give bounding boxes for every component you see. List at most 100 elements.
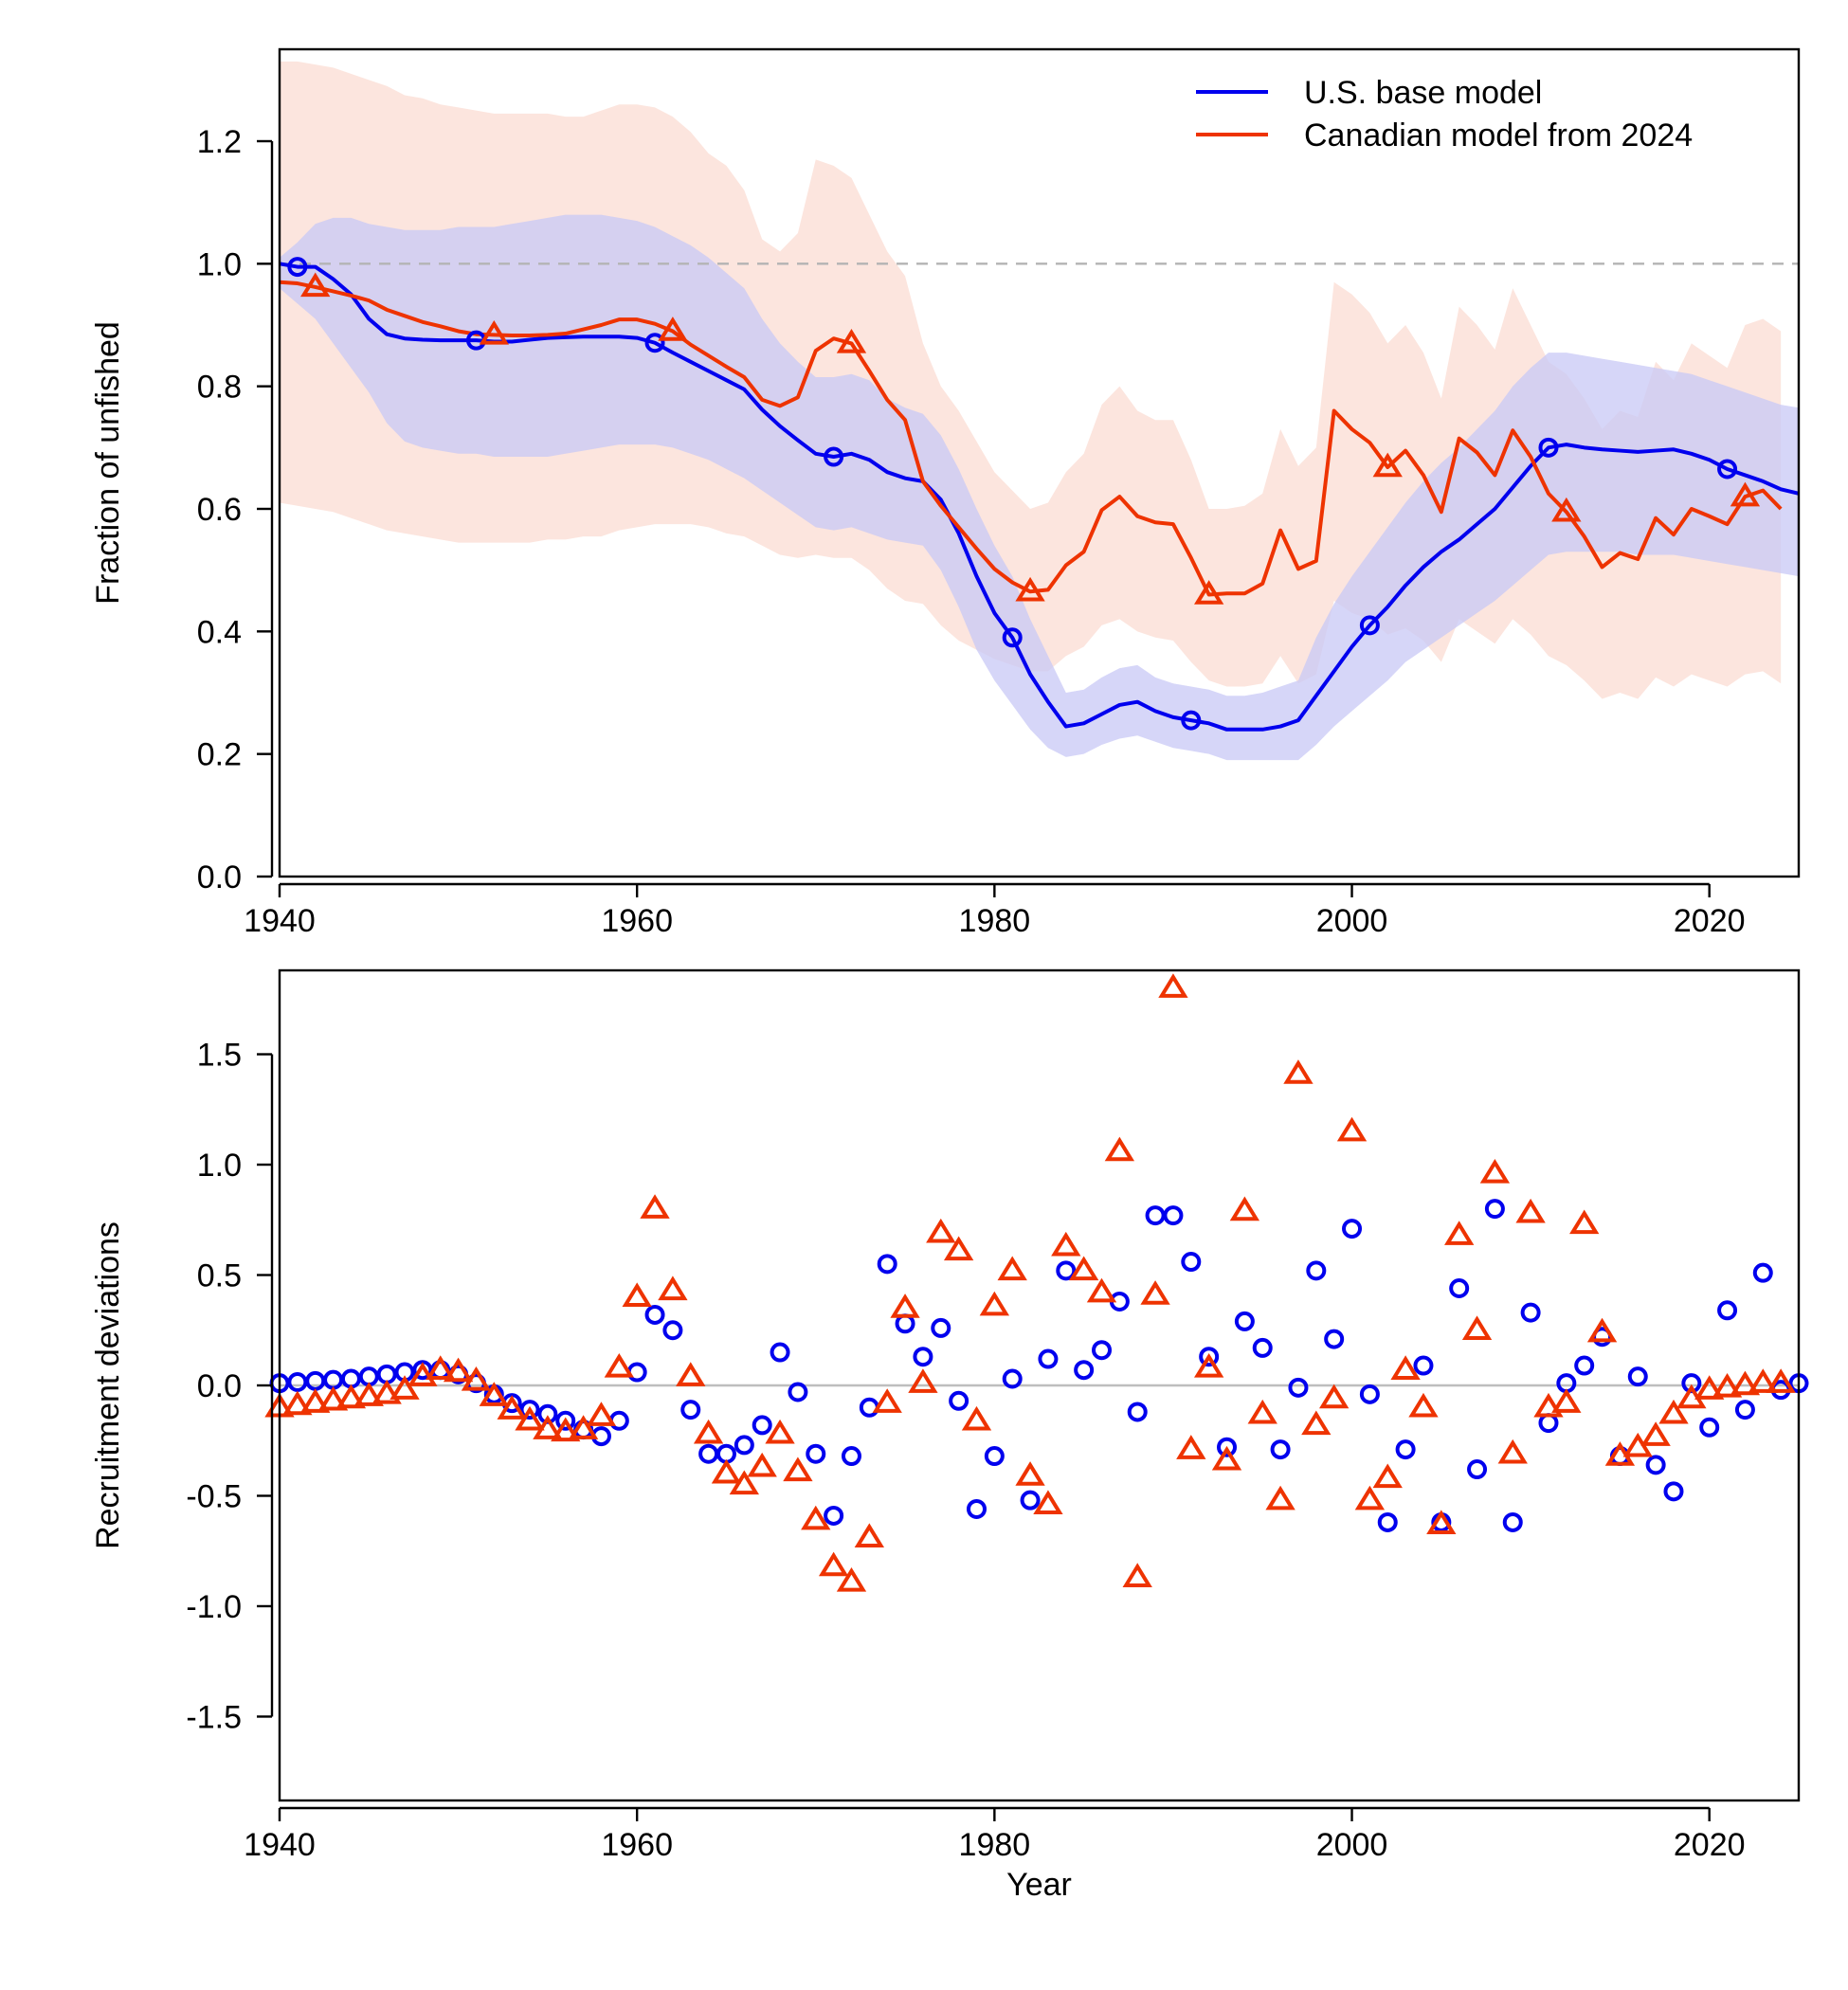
data-point <box>1734 1400 1755 1420</box>
y-tick-label: 0.0 <box>197 1368 242 1404</box>
data-point <box>1342 1219 1363 1239</box>
data-point <box>1467 1459 1488 1480</box>
data-point <box>1002 1368 1023 1389</box>
data-point <box>608 1410 629 1431</box>
data-point <box>836 1566 867 1592</box>
data-point <box>752 1415 772 1436</box>
data-point <box>426 1355 456 1380</box>
data-point <box>783 1456 813 1482</box>
data-point <box>622 1282 652 1308</box>
data-point <box>551 1417 581 1442</box>
data-point <box>1449 1277 1470 1298</box>
y-tick-label: 1.0 <box>197 1148 242 1184</box>
data-point <box>479 319 509 345</box>
y-tick-label: 1.0 <box>197 246 242 282</box>
data-point <box>734 1435 754 1456</box>
data-point <box>644 1304 665 1325</box>
x-tick-label: 1940 <box>244 903 316 939</box>
data-point <box>300 1388 331 1413</box>
data-point <box>1479 1158 1511 1184</box>
data-point <box>698 1443 719 1464</box>
data-point <box>515 1405 545 1431</box>
data-point <box>1127 1402 1148 1422</box>
series-lines <box>279 262 1800 732</box>
series-line <box>279 280 1783 597</box>
plot-frame <box>278 47 1801 878</box>
data-point <box>841 1446 861 1467</box>
data-point <box>1247 1399 1277 1424</box>
axes: 1940 1960 1980 2000 2020 0.0 0.2 0.4 0.6 0.8 1.0 1.… <box>197 124 1746 939</box>
data-point <box>1140 1280 1170 1305</box>
data-point <box>1444 1221 1475 1245</box>
data-point <box>1730 1370 1761 1396</box>
top-panel-fraction-unfished: 1940 1960 1980 2000 2020 0.0 0.2 0.4 0.6 0.8 1.0 1.… <box>90 47 1801 939</box>
data-point <box>895 1313 915 1334</box>
x-tick-label: 1960 <box>601 1827 673 1863</box>
data-point <box>1551 497 1582 522</box>
data-point <box>1694 1375 1725 1400</box>
data-point <box>949 1390 969 1411</box>
uncertainty-bands <box>280 61 1799 761</box>
data-point <box>1717 459 1738 479</box>
data-point <box>1319 1384 1350 1409</box>
data-point <box>1199 1347 1220 1367</box>
data-point <box>317 1385 349 1411</box>
data-point <box>1484 1199 1505 1220</box>
data-point <box>859 1397 879 1418</box>
data-point <box>1717 1300 1738 1321</box>
data-point <box>461 1366 492 1391</box>
data-point <box>390 1375 420 1400</box>
data-point <box>1122 1563 1152 1587</box>
data-point <box>680 1400 701 1420</box>
x-tick-label: 2000 <box>1316 1827 1388 1863</box>
data-point <box>519 1400 540 1420</box>
data-point <box>335 1384 367 1409</box>
data-point <box>1515 1198 1546 1223</box>
data-point <box>1306 1260 1327 1281</box>
data-point <box>1538 1413 1559 1434</box>
data-point <box>824 1505 844 1526</box>
data-point <box>806 1443 826 1464</box>
data-point <box>1658 1399 1689 1424</box>
data-point <box>1408 1392 1439 1418</box>
data-point <box>1502 1511 1523 1532</box>
data-point <box>1377 1511 1398 1532</box>
data-point <box>1288 1377 1309 1398</box>
data-point <box>711 1458 742 1484</box>
x-tick-label: 1940 <box>244 1827 316 1863</box>
data-point <box>658 317 688 341</box>
data-point <box>1193 1352 1224 1378</box>
data-point <box>1181 1252 1202 1273</box>
data-point <box>1265 1485 1295 1511</box>
data-point <box>943 1236 974 1261</box>
data-point <box>1086 1277 1117 1303</box>
data-point <box>586 1402 617 1426</box>
x-tick-label: 2000 <box>1316 903 1388 939</box>
y-tick-label: -1.5 <box>186 1699 242 1735</box>
data-point <box>1104 1136 1135 1162</box>
y-tick-label: -1.0 <box>186 1589 242 1625</box>
data-point <box>1551 1388 1582 1413</box>
data-point <box>1038 1348 1059 1369</box>
data-point <box>1163 1205 1184 1226</box>
x-tick-label: 1980 <box>959 903 1031 939</box>
data-point <box>1699 1417 1720 1438</box>
series-markers <box>287 257 1761 731</box>
data-point <box>1092 1340 1113 1361</box>
legend: U.S. base model Canadian model from 2024 <box>1196 75 1693 154</box>
data-point <box>997 1256 1027 1281</box>
data-point <box>1301 1410 1332 1436</box>
data-point <box>1574 1355 1595 1376</box>
data-point <box>1056 1260 1077 1281</box>
data-point <box>801 1505 831 1530</box>
y-tick-label: 0.2 <box>197 737 242 773</box>
data-point <box>1663 1481 1684 1502</box>
data-point <box>1413 1355 1434 1376</box>
data-point <box>729 1470 759 1495</box>
series-markers <box>264 973 1809 1592</box>
data-point <box>1193 580 1224 605</box>
y-tick-label: 0.8 <box>197 370 242 406</box>
data-point <box>1336 1116 1368 1142</box>
data-point <box>1051 1231 1081 1257</box>
